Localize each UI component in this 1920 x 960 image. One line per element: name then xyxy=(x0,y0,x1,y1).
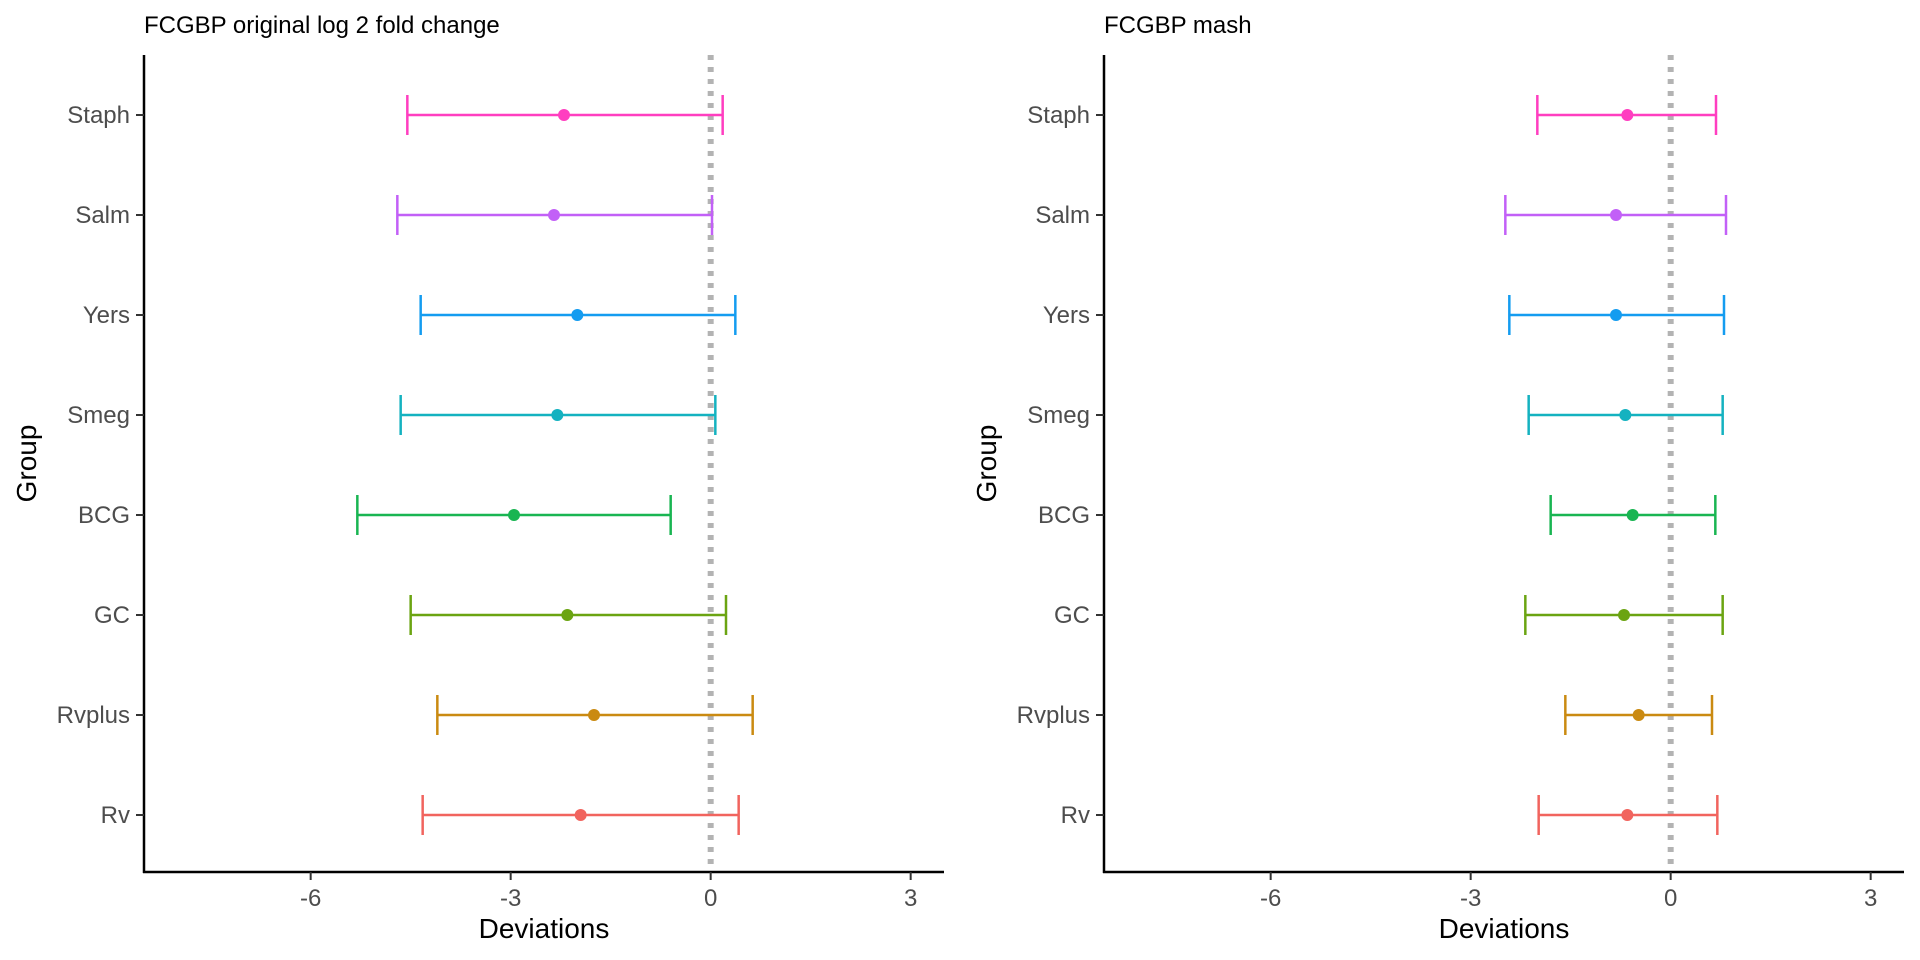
panel-original-x-tick-label: 3 xyxy=(904,885,917,912)
panel-original-y-tick-label: BCG xyxy=(78,502,130,529)
panel-original-title: FCGBP original log 2 fold change xyxy=(144,12,500,39)
panel-mash-point-rv xyxy=(1621,809,1634,821)
panel-mash-x-axis-title: Deviations xyxy=(1439,913,1570,944)
panel-original-y-tick-label: GC xyxy=(94,602,130,629)
panel-mash-y-tick-label: Smeg xyxy=(1027,402,1090,429)
panel-mash-y-tick-label: GC xyxy=(1054,602,1090,629)
panel-original-point-bcg xyxy=(508,509,520,521)
panel-original-y-tick-label: Rv xyxy=(101,802,130,829)
panel-mash-x-tick-label: 0 xyxy=(1664,885,1677,912)
panel-original-y-tick-label: Salm xyxy=(75,202,130,229)
panel-mash-x-tick-label: -6 xyxy=(1260,885,1281,912)
panel-mash-point-yers xyxy=(1610,309,1622,321)
panel-mash-y-tick-label: Salm xyxy=(1035,202,1090,229)
panel-mash-x-tick-label: -3 xyxy=(1460,885,1481,912)
panel-original-point-rvplus xyxy=(588,709,600,721)
panel-mash-point-bcg xyxy=(1626,509,1639,521)
panel-mash-point-smeg xyxy=(1619,409,1632,421)
panel-original-y-tick-label: Staph xyxy=(67,102,130,129)
panel-original-point-yers xyxy=(571,309,584,321)
panel-original-point-gc xyxy=(561,609,574,621)
panel-original-y-axis-title: Group xyxy=(11,425,42,503)
panel-original-point-salm xyxy=(548,209,560,221)
panel-mash-y-axis-title: Group xyxy=(971,425,1002,503)
panel-mash-y-tick-label: Yers xyxy=(1043,302,1090,329)
panel-mash-point-staph xyxy=(1621,109,1634,121)
panel-original-point-rv xyxy=(574,809,587,821)
panel-original-y-tick-label: Smeg xyxy=(67,402,130,429)
panel-original-x-axis-title: Deviations xyxy=(479,913,610,944)
panel-original-point-smeg xyxy=(551,409,564,421)
panel-mash-title: FCGBP mash xyxy=(1104,12,1252,39)
panel-original-x-tick-label: -6 xyxy=(300,885,321,912)
panel-mash-y-tick-label: Staph xyxy=(1027,102,1090,129)
panel-original-y-tick-label: Rvplus xyxy=(57,702,130,729)
panel-mash-x-tick-label: 3 xyxy=(1864,885,1877,912)
panel-mash-point-gc xyxy=(1618,609,1630,621)
panel-original-x-tick-label: 0 xyxy=(704,885,717,912)
panel-original-x-tick-label: -3 xyxy=(500,885,521,912)
panel-original-point-staph xyxy=(558,109,570,121)
panel-mash-y-tick-label: Rvplus xyxy=(1017,702,1090,729)
panel-mash-y-tick-label: Rv xyxy=(1061,802,1090,829)
panel-mash-point-rvplus xyxy=(1632,709,1645,721)
panel-original-y-tick-label: Yers xyxy=(83,302,130,329)
panel-mash-point-salm xyxy=(1610,209,1622,221)
panel-mash-y-tick-label: BCG xyxy=(1038,502,1090,529)
